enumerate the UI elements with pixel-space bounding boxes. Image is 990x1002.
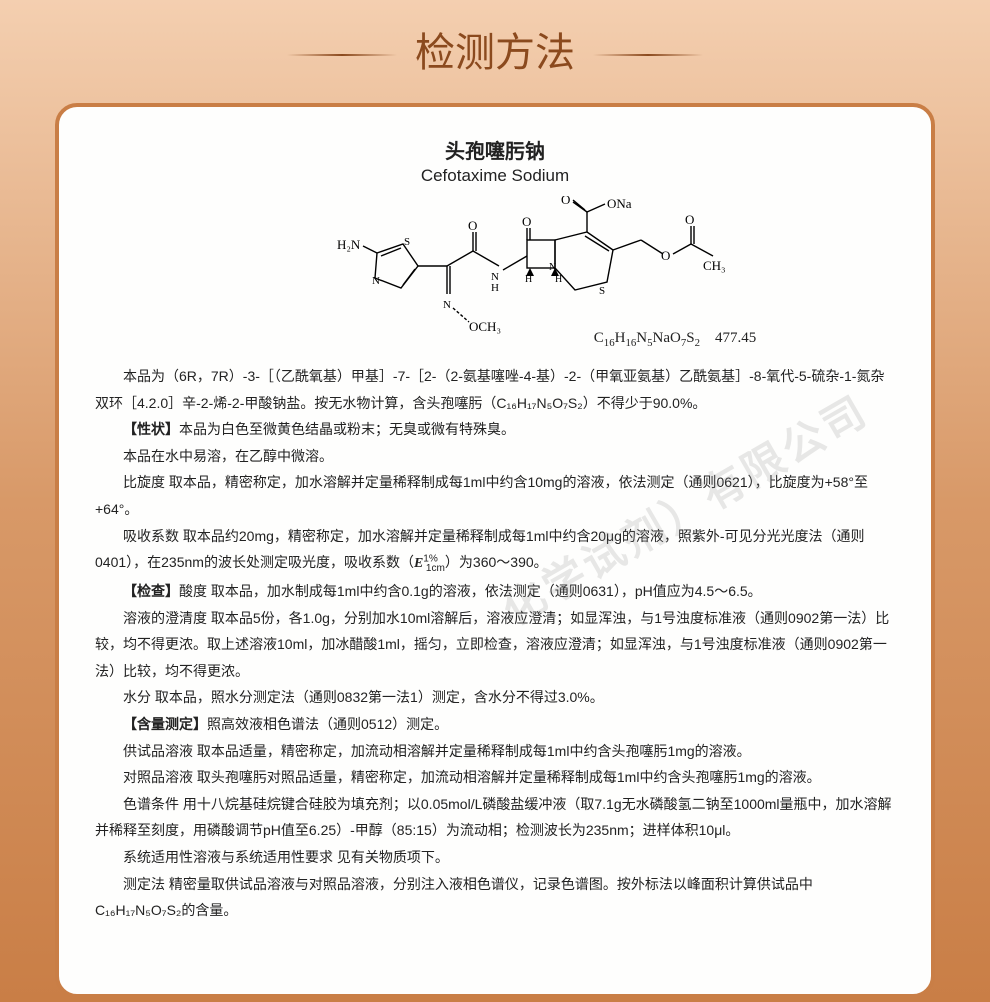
drug-name-cn: 头孢噻肟钠: [95, 135, 895, 164]
svg-text:O: O: [522, 214, 531, 229]
chemical-structure-diagram: H₂N S N N OCH₃ O N H: [95, 196, 895, 346]
assay-para: 测定法 精密量取供试品溶液与对照品溶液，分别注入液相色谱仪，记录色谱图。按外标法…: [95, 871, 895, 924]
jiancha-label: 【检查】: [123, 583, 179, 599]
hanliang-para: 【含量测定】照高效液相色谱法（通则0512）测定。: [95, 711, 895, 738]
chromatography-para: 色谱条件 用十八烷基硅烷键合硅胶为填充剂；以0.05mol/L磷酸盐缓冲液（取7…: [95, 791, 895, 844]
svg-text:CH₃: CH₃: [703, 258, 726, 273]
svg-text:N: N: [372, 275, 380, 287]
drug-name-en: Cefotaxime Sodium: [95, 166, 895, 186]
jiancha-text: 酸度 取本品，加水制成每1ml中约含0.1g的溶液，依法测定（通则0631），p…: [179, 583, 762, 599]
intro-para: 本品为（6R，7R）-3-［（乙酰氧基）甲基］-7-［2-（2-氨基噻唑-4-基…: [95, 363, 895, 416]
jiancha-para: 【检查】酸度 取本品，加水制成每1ml中约含0.1g的溶液，依法测定（通则063…: [95, 578, 895, 605]
page-title-text: 检测方法: [415, 31, 575, 75]
page-title: 检测方法: [0, 0, 990, 78]
clarity-para: 溶液的澄清度 取本品5份，各1.0g，分别加水10ml溶解后，溶液应澄清；如显浑…: [95, 605, 895, 685]
title-decor-right: [593, 54, 703, 56]
absorption-para: 吸收系数 取本品约20mg，精密称定，加水溶解并定量稀释制成每1ml中约含20μ…: [95, 523, 895, 579]
hanliang-label: 【含量测定】: [123, 716, 207, 732]
ref-solution-para: 对照品溶液 取头孢噻肟对照品适量，精密称定，加流动相溶解并定量稀释制成每1ml中…: [95, 764, 895, 791]
svg-text:O: O: [685, 212, 694, 227]
svg-text:H: H: [491, 282, 499, 294]
xingzhuang-text: 本品为白色至微黄色结晶或粉末；无臭或微有特殊臭。: [179, 421, 515, 437]
svg-text:O: O: [661, 248, 670, 263]
molecular-weight: 477.45: [715, 330, 756, 346]
molecular-formula-line: C16H16N5NaO7S2 477.45: [455, 330, 895, 349]
svg-text:S: S: [599, 285, 605, 297]
svg-text:S: S: [404, 236, 410, 248]
xingzhuang-para: 【性状】本品为白色至微黄色结晶或粉末；无臭或微有特殊臭。: [95, 416, 895, 443]
xingzhuang-label: 【性状】: [123, 421, 179, 437]
sample-solution-para: 供试品溶液 取本品适量，精密称定，加流动相溶解并定量稀释制成每1ml中约含头孢噻…: [95, 738, 895, 765]
rotation-para: 比旋度 取本品，精密称定，加水溶解并定量稀释制成每1ml中约含10mg的溶液，依…: [95, 469, 895, 522]
svg-text:O: O: [561, 196, 570, 207]
document-body: 本品为（6R，7R）-3-［（乙酰氧基）甲基］-7-［2-（2-氨基噻唑-4-基…: [95, 363, 895, 924]
svg-text:OCH₃: OCH₃: [469, 319, 501, 334]
title-decor-left: [287, 54, 397, 56]
content-card: 头孢噻肟钠 Cefotaxime Sodium H₂N S N N OCH₃: [55, 103, 935, 998]
hanliang-text: 照高效液相色谱法（通则0512）测定。: [207, 716, 448, 732]
svg-text:N: N: [443, 299, 451, 311]
svg-text:H₂N: H₂N: [337, 237, 361, 252]
system-para: 系统适用性溶液与系统适用性要求 见有关物质项下。: [95, 844, 895, 871]
svg-text:O: O: [468, 218, 477, 233]
svg-text:ONa: ONa: [607, 196, 632, 211]
water-para: 水分 取本品，照水分测定法（通则0832第一法1）测定，含水分不得过3.0%。: [95, 684, 895, 711]
solubility-para: 本品在水中易溶，在乙醇中微溶。: [95, 443, 895, 470]
